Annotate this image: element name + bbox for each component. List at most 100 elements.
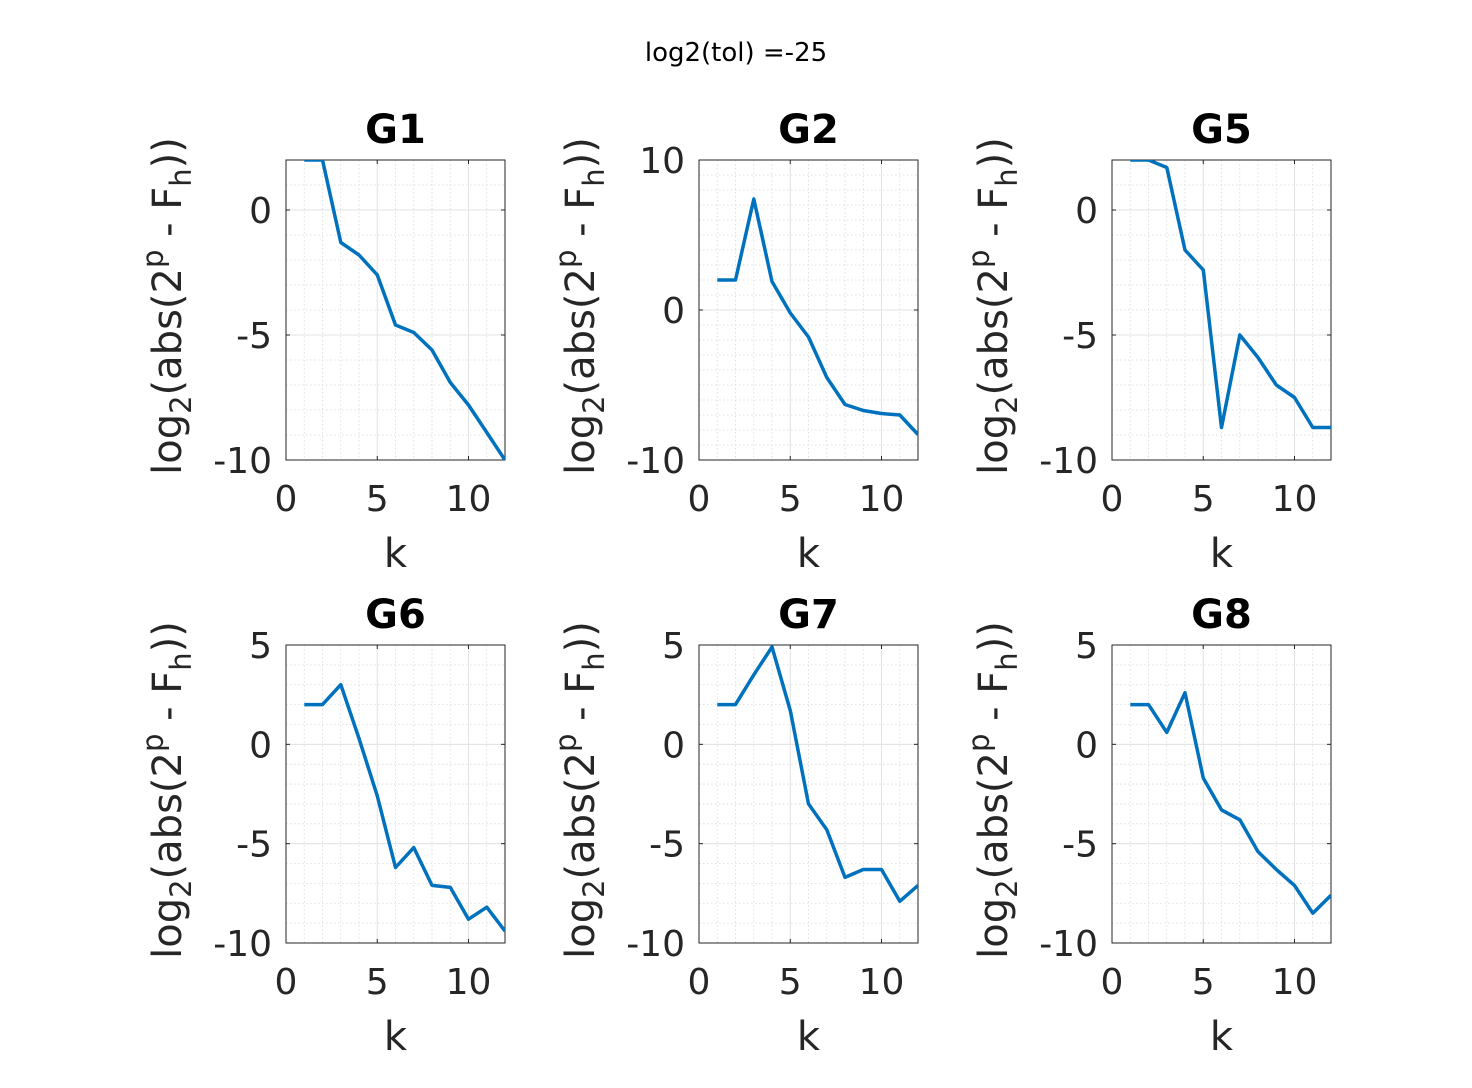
y-axis-label-part: 2: [164, 879, 198, 897]
series-line: [717, 645, 918, 904]
y-axis-label-part: p: [136, 250, 170, 268]
axes-box: [1111, 644, 1332, 944]
series-line: [304, 160, 505, 460]
data-point: [880, 412, 883, 415]
y-axis-label-part: log: [145, 898, 191, 959]
data-point: [449, 886, 452, 889]
y-axis-label-part: h: [164, 168, 198, 186]
x-axis-label: k: [384, 1014, 408, 1060]
y-axis-label-part: - F: [145, 671, 191, 734]
x-tick-label: 5: [779, 479, 802, 520]
data-point: [752, 198, 755, 201]
data-point: [1311, 912, 1314, 915]
y-axis-label-part: h: [164, 652, 198, 670]
y-tick-label: -5: [1062, 316, 1098, 357]
x-tick-label: 10: [859, 962, 905, 1003]
y-tick-label: 0: [249, 725, 272, 766]
x-tick-label: 0: [1101, 962, 1124, 1003]
y-axis-label-part: h: [577, 652, 611, 670]
y-axis-label-part: h: [990, 652, 1024, 670]
subplot-title: G5: [1191, 107, 1252, 153]
data-point: [1184, 691, 1187, 694]
x-tick-label: 10: [446, 479, 492, 520]
y-tick-label: -5: [1062, 825, 1098, 866]
data-point: [825, 828, 828, 831]
y-axis-label-part: log: [145, 414, 191, 475]
minor-grid: [285, 644, 506, 944]
y-axis-label-part: )): [145, 621, 191, 652]
y-axis-label-part: - F: [558, 187, 604, 250]
y-tick-label: 0: [1075, 191, 1098, 232]
x-axis-label: k: [1210, 531, 1234, 577]
y-tick-label: -10: [213, 441, 272, 482]
y-axis-label-part: )): [558, 621, 604, 652]
series-line: [304, 682, 505, 933]
data-point: [412, 846, 415, 849]
subplot-title: G1: [365, 107, 426, 153]
y-tick-label: 0: [249, 191, 272, 232]
y-axis-label-part: )): [971, 621, 1017, 652]
y-tick-label: 0: [1075, 725, 1098, 766]
minor-grid: [285, 159, 506, 461]
axes-box: [285, 644, 506, 944]
x-tick-label: 0: [275, 962, 298, 1003]
y-tick-label: -10: [1039, 924, 1098, 965]
y-axis-label-part: 2: [990, 395, 1024, 413]
data-point: [898, 900, 901, 903]
data-point: [825, 376, 828, 379]
data-point: [303, 159, 306, 162]
data-point: [862, 409, 865, 412]
data-point: [358, 254, 361, 257]
subplot-g1: 0 5 10 -10 -5 0 G1 k log2(abs(2p - Fh)): [136, 107, 506, 577]
y-tick-label: 5: [1075, 626, 1098, 667]
x-tick-label: 5: [366, 962, 389, 1003]
data-point: [1311, 426, 1314, 429]
y-axis-label: log2(abs(2p - Fh)): [549, 137, 611, 475]
x-tick-label: 5: [366, 479, 389, 520]
data-point: [467, 918, 470, 921]
series-line: [717, 197, 918, 436]
data-point: [1257, 850, 1260, 853]
y-axis-label-part: )): [971, 137, 1017, 168]
data-point: [1293, 884, 1296, 887]
y-axis-label-part: (abs(2: [145, 268, 191, 395]
axes-box: [285, 159, 506, 461]
data-point: [1275, 384, 1278, 387]
y-axis-label-part: p: [962, 250, 996, 268]
x-tick-label: 10: [1272, 962, 1318, 1003]
x-tick-label: 0: [688, 479, 711, 520]
data-point: [880, 868, 883, 871]
y-axis-label-part: 2: [577, 395, 611, 413]
data-point: [376, 794, 379, 797]
data-point: [1147, 703, 1150, 706]
y-axis-label-part: log: [558, 898, 604, 959]
data-point: [394, 866, 397, 869]
y-tick-label: 5: [662, 626, 685, 667]
data-point: [303, 703, 306, 706]
y-tick-label: -10: [1039, 441, 1098, 482]
subplot-title: G7: [778, 592, 839, 638]
y-axis-label-part: log: [558, 414, 604, 475]
data-point: [1202, 269, 1205, 272]
data-point: [771, 280, 774, 283]
data-point: [376, 274, 379, 277]
y-axis-label-part: 2: [577, 879, 611, 897]
x-tick-label: 5: [1192, 479, 1215, 520]
y-axis-label-part: log: [971, 414, 1017, 475]
y-axis-label-part: p: [962, 734, 996, 752]
y-axis-label-part: 2: [164, 395, 198, 413]
y-tick-label: -10: [626, 441, 685, 482]
x-tick-label: 10: [1272, 479, 1318, 520]
x-tick-label: 5: [779, 962, 802, 1003]
data-point: [1165, 731, 1168, 734]
y-axis-label-part: - F: [145, 187, 191, 250]
subplot-title: G6: [365, 592, 426, 638]
data-point: [358, 737, 361, 740]
axes-box: [1111, 159, 1332, 461]
y-axis-label-part: p: [136, 734, 170, 752]
data-point: [339, 241, 342, 244]
data-point: [862, 868, 865, 871]
y-axis-label-part: h: [990, 168, 1024, 186]
y-tick-label: 5: [249, 626, 272, 667]
